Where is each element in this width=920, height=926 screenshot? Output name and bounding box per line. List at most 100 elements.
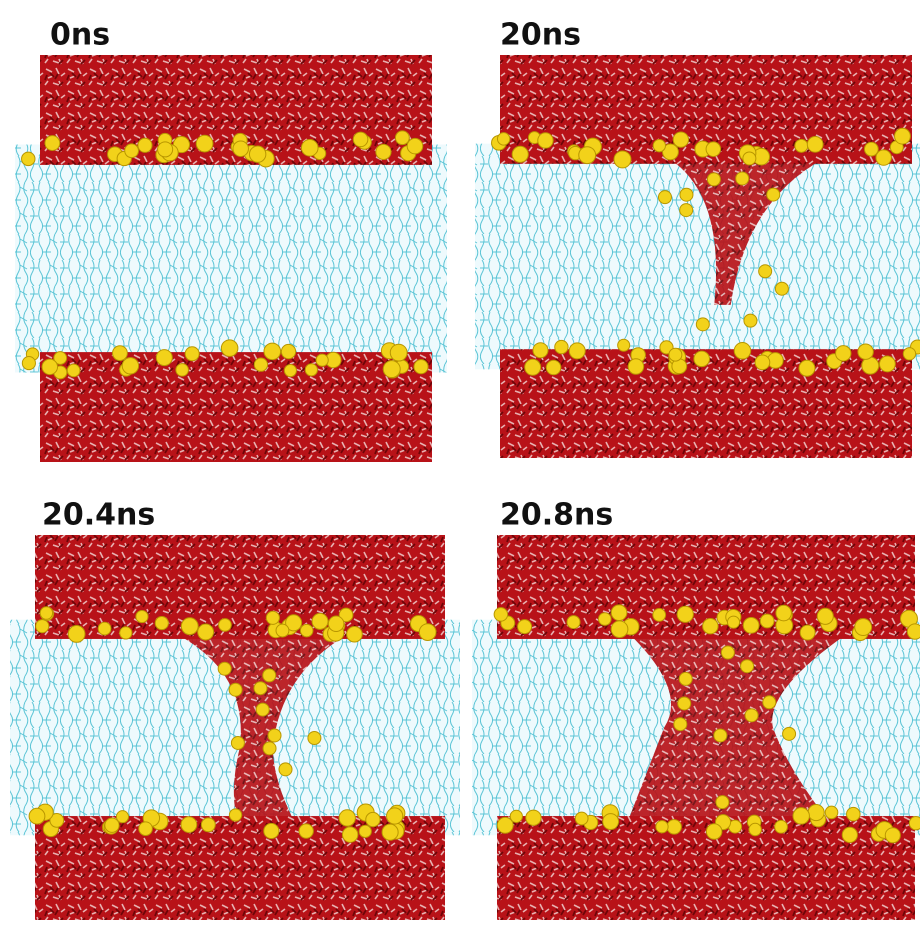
headgroup-atom (696, 318, 709, 331)
headgroup-atom (390, 344, 407, 361)
headgroup-atom (876, 150, 891, 165)
headgroup-atom (525, 359, 541, 375)
headgroup-atom (266, 611, 279, 624)
headgroup-atom (741, 660, 754, 673)
headgroup-atom (667, 820, 682, 835)
headgroup-atom (680, 204, 693, 217)
headgroup-atom (301, 140, 318, 157)
headgroup-atom (263, 742, 276, 755)
headgroup-atom (767, 188, 780, 201)
headgroup-atom (494, 608, 508, 622)
headgroup-atom (895, 128, 911, 144)
headgroup-atom (858, 344, 873, 359)
headgroup-atom (677, 606, 693, 622)
water-top (35, 535, 445, 639)
headgroup-atom (759, 265, 772, 278)
headgroup-atom (312, 613, 328, 629)
headgroup-atom (299, 824, 313, 838)
headgroup-atom (907, 624, 920, 639)
headgroup-atom (763, 696, 776, 709)
headgroup-atom (40, 607, 52, 619)
headgroup-atom (176, 364, 189, 377)
headgroup-atom (653, 609, 666, 622)
headgroup-atom (196, 135, 213, 152)
headgroup-atom (281, 344, 295, 358)
headgroup-atom (233, 141, 248, 156)
time-label: 20.8ns (500, 498, 613, 533)
headgroup-atom (328, 616, 344, 632)
headgroup-atom (497, 133, 509, 145)
headgroup-atom (538, 133, 553, 148)
headgroup-atom (414, 360, 428, 374)
headgroup-atom (628, 359, 644, 375)
headgroup-atom (909, 817, 920, 830)
headgroup-atom (611, 621, 628, 638)
headgroup-atom (793, 808, 809, 824)
headgroup-atom (598, 613, 611, 626)
headgroup-atom (734, 343, 750, 359)
headgroup-atom (22, 357, 35, 370)
headgroup-atom (276, 624, 289, 637)
headgroup-atom (808, 804, 824, 820)
headgroup-atom (669, 348, 682, 361)
headgroup-atom (618, 339, 630, 351)
headgroup-atom (885, 828, 900, 843)
headgroup-atom (98, 622, 111, 635)
headgroup-atom (279, 763, 292, 776)
headgroup-atom (706, 824, 722, 840)
headgroup-atom (800, 625, 815, 640)
headgroup-atom (22, 152, 35, 165)
headgroup-atom (138, 138, 152, 152)
headgroup-atom (221, 340, 238, 357)
headgroup-atom (510, 810, 522, 822)
headgroup-atom (136, 611, 148, 623)
headgroup-atom (42, 359, 58, 375)
headgroup-atom (775, 282, 788, 295)
headgroup-atom (653, 140, 665, 152)
headgroup-atom (673, 132, 688, 147)
headgroup-atom (339, 810, 355, 826)
headgroup-atom (533, 343, 548, 358)
headgroup-atom (736, 172, 749, 185)
headgroup-atom (105, 818, 119, 832)
headgroup-atom (249, 146, 265, 162)
headgroup-atom (744, 314, 757, 327)
headgroup-atom (611, 605, 627, 621)
headgroup-atom (579, 147, 596, 164)
time-label: 20.4ns (42, 498, 155, 533)
headgroup-atom (855, 619, 872, 636)
headgroup-atom (879, 356, 895, 372)
headgroup-atom (847, 807, 861, 821)
figure: 0ns20ns20.4ns20.8ns (0, 0, 920, 926)
headgroup-atom (67, 364, 80, 377)
headgroup-atom (512, 146, 528, 162)
headgroup-atom (353, 132, 368, 147)
headgroup-atom (254, 358, 267, 371)
headgroup-atom (383, 361, 400, 378)
headgroup-atom (342, 827, 357, 842)
headgroup-atom (714, 729, 727, 742)
headgroup-atom (382, 824, 398, 840)
headgroup-atom (745, 709, 758, 722)
headgroup-atom (656, 821, 668, 833)
headgroup-atom (721, 646, 734, 659)
headgroup-atom (359, 825, 371, 837)
headgroup-atom (614, 151, 631, 168)
headgroup-atom (703, 618, 718, 633)
headgroup-atom (518, 620, 532, 634)
snapshot-panel: 20.4ns (10, 498, 460, 921)
headgroup-atom (694, 351, 710, 367)
headgroup-atom (156, 350, 172, 366)
headgroup-atom (300, 624, 313, 637)
headgroup-atom (268, 729, 281, 742)
lipid-region (15, 145, 447, 373)
headgroup-atom (775, 820, 788, 833)
headgroup-atom (68, 626, 85, 643)
headgroup-atom (825, 806, 838, 819)
headgroup-atom (45, 136, 60, 151)
headgroup-atom (254, 682, 267, 695)
headgroup-atom (29, 808, 45, 824)
headgroup-atom (122, 358, 138, 374)
headgroup-atom (229, 809, 241, 821)
headgroup-atom (284, 365, 296, 377)
